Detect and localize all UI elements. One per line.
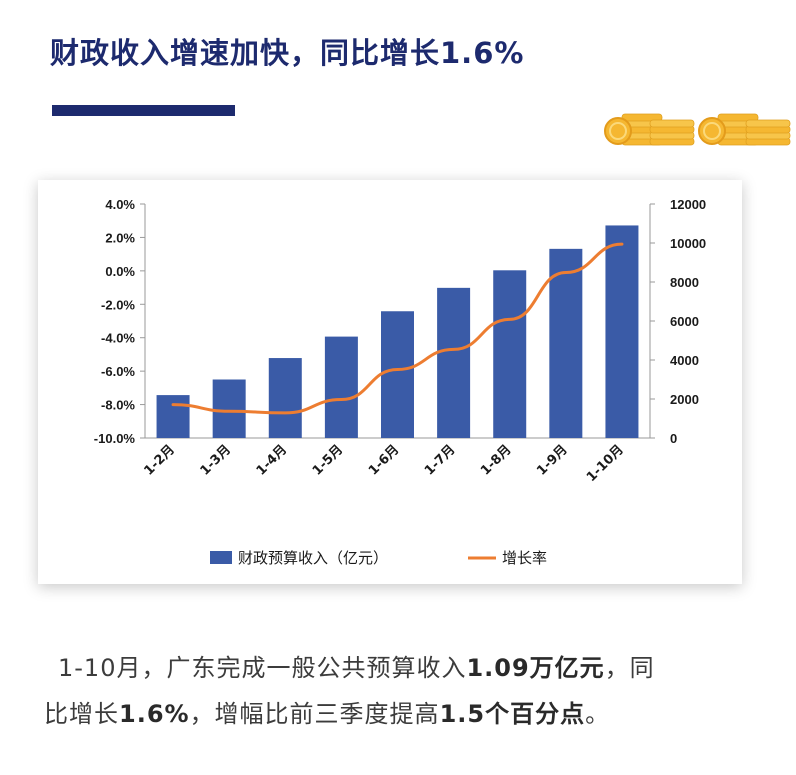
legend-bar-swatch xyxy=(210,551,232,564)
x-tick-label: 1-9月 xyxy=(534,442,570,478)
left-tick-label: -4.0% xyxy=(101,331,135,346)
left-tick-label: 0.0% xyxy=(105,264,135,279)
bar-1-6月 xyxy=(381,311,414,438)
right-tick-label: 2000 xyxy=(670,392,699,407)
summary-line-1-part-1: 1.09万亿元 xyxy=(466,654,605,682)
x-tick-label: 1-7月 xyxy=(422,442,458,478)
bar-1-9月 xyxy=(549,248,583,438)
right-tick-label: 6000 xyxy=(670,314,699,329)
growth-rate-line xyxy=(171,242,624,415)
legend-line-label: 增长率 xyxy=(502,549,547,567)
summary-text: 1-10月，广东完成一般公共预算收入1.09万亿元，同 比增长1.6%，增幅比前… xyxy=(44,645,784,737)
x-tick-label: 1-10月 xyxy=(584,442,627,485)
summary-line-1-part-0: 1-10月，广东完成一般公共预算收入 xyxy=(58,654,467,682)
bar-1-7月 xyxy=(437,287,471,438)
x-tick-label: 1-5月 xyxy=(310,442,346,478)
page-title: 财政收入增速加快，同比增长1.6% xyxy=(50,36,525,70)
x-tick-label: 1-2月 xyxy=(141,442,177,478)
right-tick-label: 10000 xyxy=(670,236,706,251)
x-tick-label: 1-4月 xyxy=(254,442,290,478)
summary-line-2: 比增长1.6%，增幅比前三季度提高1.5个百分点。 xyxy=(44,691,784,737)
right-tick-label: 8000 xyxy=(670,275,699,290)
summary-line-2-part-4: 。 xyxy=(585,700,611,728)
revenue-growth-chart: 4.0% 2.0% 0.0% -2.0% -4.0% -6.0% -8.0% -10.0% 12… xyxy=(94,197,706,567)
summary-line-1: 1-10月，广东完成一般公共预算收入1.09万亿元，同 xyxy=(44,645,784,691)
x-tick-label: 1-6月 xyxy=(366,442,402,478)
right-tick-label: 4000 xyxy=(670,353,699,368)
bar-1-2月 xyxy=(156,395,190,438)
bar-1-5月 xyxy=(324,336,358,438)
left-tick-label: -10.0% xyxy=(94,431,136,446)
summary-line-2-part-3: 1.5个百分点 xyxy=(439,700,586,728)
summary-line-2-part-0: 比增长 xyxy=(44,700,119,728)
bar-1-4月 xyxy=(268,358,302,438)
title-underline xyxy=(52,105,235,116)
summary-line-1-part-2: ，同 xyxy=(604,654,655,682)
bar-1-8月 xyxy=(493,270,527,438)
left-tick-label: -8.0% xyxy=(101,398,135,413)
summary-line-2-part-2: ，增幅比前三季度提高 xyxy=(189,700,440,728)
left-tick-label: 4.0% xyxy=(105,197,135,212)
right-tick-label: 12000 xyxy=(670,197,706,212)
coin-stack-icon xyxy=(604,113,791,146)
summary-line-2-part-1: 1.6% xyxy=(119,700,190,728)
bar-1-3月 xyxy=(212,379,246,438)
left-tick-label: -6.0% xyxy=(101,364,135,379)
x-tick-label: 1-3月 xyxy=(198,442,234,478)
bar-1-10月 xyxy=(605,225,639,438)
left-tick-label: -2.0% xyxy=(101,297,135,312)
left-tick-label: 2.0% xyxy=(105,230,135,245)
right-tick-label: 0 xyxy=(670,431,677,446)
x-tick-label: 1-8月 xyxy=(478,442,514,478)
legend-bar-label: 财政预算收入（亿元） xyxy=(238,549,388,567)
